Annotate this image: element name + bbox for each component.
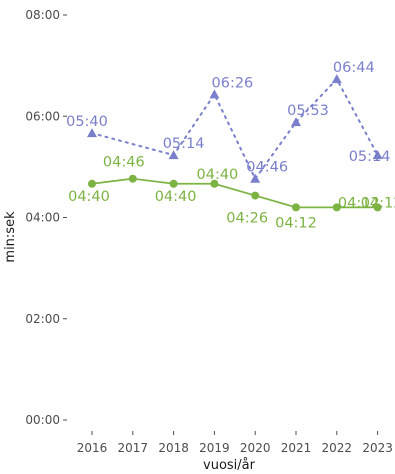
data-point [168,150,179,160]
data-label: 04:40 [68,189,110,205]
x-tick-label: 2016 [77,441,108,455]
data-label: 04:46 [103,155,145,171]
y-tick-label: 00:00 [25,413,60,427]
x-tick-label: 2021 [281,441,312,455]
data-label: 04:40 [155,189,197,205]
data-point [169,179,178,188]
data-point [331,74,342,84]
series-line [91,177,379,209]
y-tick-label: 08:00 [25,8,60,22]
data-label: 05:40 [66,114,108,130]
data-point [209,89,220,99]
data-label: 05:14 [163,136,205,152]
data-point [332,203,341,212]
x-tick-label: 2022 [322,441,353,455]
x-tick-label: 2019 [199,441,230,455]
data-point [250,173,261,183]
y-tick-label: 04:00 [25,211,60,225]
data-point [372,150,383,160]
y-axis-label: min:sek [3,211,18,263]
data-point [128,174,137,183]
x-tick-label: 2017 [118,441,149,455]
data-point [251,191,260,200]
y-tick-label: 02:00 [25,312,60,326]
data-point [373,203,382,212]
data-label: 06:26 [212,75,254,91]
plot-area: 05:40 05:14 06:26 04:46 05:53 06:44 05:14 04:40… [66,60,395,231]
x-axis: 2016 2017 2018 2019 2020 2021 2022 2023 [77,431,393,455]
data-label: 05:53 [287,103,329,119]
data-point [87,128,97,138]
data-label: 04:12 [275,215,317,231]
data-point [210,179,219,188]
x-tick-label: 2020 [240,441,271,455]
data-label: 04:12 [338,195,380,211]
y-axis: 00:00 02:00 04:00 06:00 08:00 [25,8,67,427]
series-1: 05:40 05:14 06:26 04:46 05:53 06:44 05:14 [66,60,390,183]
x-tick-label: 2018 [158,441,189,455]
data-label: 04:46 [246,160,288,176]
data-point [292,203,300,212]
data-point [88,179,96,188]
data-label: 04:12 [361,195,395,211]
x-axis-label: vuosi/år [203,458,256,473]
y-tick-label: 06:00 [25,109,60,123]
x-tick-label: 2023 [362,441,393,455]
data-label: 04:40 [197,167,239,183]
data-label: 06:44 [333,60,375,76]
data-label: 05:14 [349,149,391,165]
data-point [291,117,301,127]
data-label: 04:26 [226,211,268,227]
